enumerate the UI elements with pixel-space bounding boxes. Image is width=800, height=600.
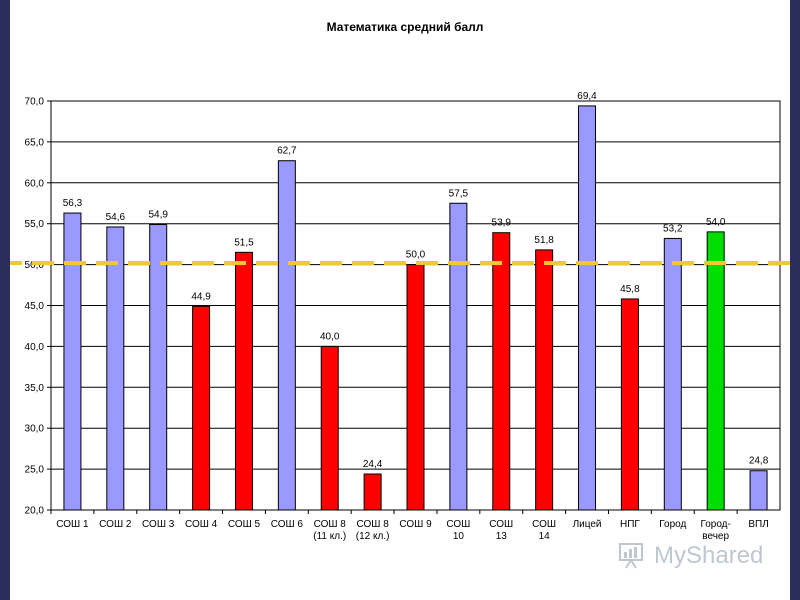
data-label: 44,9 <box>191 291 211 302</box>
category-label: НПГ <box>620 519 640 530</box>
bar <box>492 232 511 511</box>
bar <box>63 212 82 511</box>
bar <box>406 264 425 511</box>
bar <box>535 249 554 511</box>
category-label: СОШ 2 <box>99 519 132 530</box>
data-label: 53,9 <box>492 218 512 229</box>
y-tick-label: 30,0 <box>25 424 45 435</box>
bar <box>706 231 725 511</box>
watermark-text: MyShared <box>654 542 764 569</box>
bar <box>620 298 639 511</box>
category-label: Город-вечер <box>700 519 730 542</box>
watermark: MyShared <box>618 538 788 574</box>
data-label: 54,9 <box>148 210 168 221</box>
y-tick-label: 50,0 <box>25 260 45 271</box>
y-tick-label: 45,0 <box>25 301 45 312</box>
bar <box>277 160 296 511</box>
chart-title: Математика средний балл <box>327 20 484 34</box>
category-label: СОШ 6 <box>271 519 304 530</box>
category-label: СОШ 1 <box>56 519 89 530</box>
data-label: 45,8 <box>620 284 640 295</box>
data-label: 40,0 <box>320 331 340 342</box>
category-label: СОШ 8 (12 кл.) <box>356 519 390 542</box>
y-tick-label: 60,0 <box>25 178 45 189</box>
bar <box>578 105 597 511</box>
category-label: Лицей <box>573 519 602 530</box>
data-label: 24,8 <box>749 456 769 467</box>
y-tick-label: 55,0 <box>25 219 45 230</box>
category-label: СОШ 14 <box>532 519 556 542</box>
data-label: 54,0 <box>706 217 726 228</box>
bar <box>363 473 382 511</box>
data-label: 54,6 <box>106 212 126 223</box>
data-label: 62,7 <box>277 146 297 157</box>
data-label: 69,4 <box>577 91 597 102</box>
y-tick-label: 20,0 <box>25 506 45 517</box>
bar <box>106 226 125 511</box>
data-label: 51,8 <box>534 235 554 246</box>
y-tick-label: 25,0 <box>25 465 45 476</box>
bar <box>234 251 253 511</box>
data-label: 24,4 <box>363 459 383 470</box>
category-label: ВПЛ <box>748 519 768 530</box>
bar <box>192 305 211 511</box>
y-tick-label: 35,0 <box>25 383 45 394</box>
bar <box>449 202 468 511</box>
category-label: СОШ 8 (11 кл.) <box>313 519 346 542</box>
category-label: СОШ 10 <box>446 519 470 542</box>
data-label: 51,5 <box>234 237 254 248</box>
data-label: 53,2 <box>663 223 683 234</box>
category-label: СОШ 4 <box>185 519 218 530</box>
data-label: 50,0 <box>406 250 426 261</box>
bar <box>663 237 682 511</box>
category-label: Город <box>659 519 686 530</box>
bar-chart: Математика средний балл 20,0 25,0 30,0 35,0 4… <box>10 20 790 542</box>
category-label: СОШ 13 <box>489 519 513 542</box>
category-label: СОШ 5 <box>228 519 261 530</box>
y-tick-label: 65,0 <box>25 137 45 148</box>
bar <box>749 470 768 511</box>
category-label: СОШ 3 <box>142 519 175 530</box>
y-tick-label: 40,0 <box>25 342 45 353</box>
category-label: СОШ 9 <box>399 519 432 530</box>
data-label: 56,3 <box>63 198 83 209</box>
bar <box>320 345 339 511</box>
y-tick-label: 70,0 <box>25 97 45 108</box>
chart-area: Математика средний балл 20,0 25,0 30,0 35,0 4… <box>10 0 790 600</box>
data-label: 57,5 <box>449 188 469 199</box>
presentation-board-icon <box>618 542 648 570</box>
bar <box>149 224 168 511</box>
